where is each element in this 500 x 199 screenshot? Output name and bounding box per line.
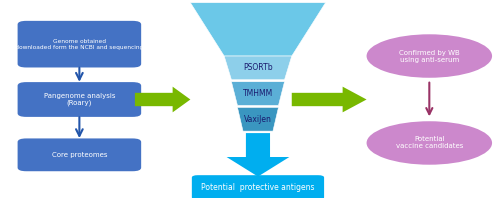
Polygon shape	[226, 133, 290, 177]
Polygon shape	[224, 56, 292, 80]
FancyBboxPatch shape	[18, 21, 141, 67]
Text: Potential
vaccine candidates: Potential vaccine candidates	[396, 137, 463, 149]
Polygon shape	[135, 87, 190, 112]
FancyBboxPatch shape	[18, 139, 141, 171]
Ellipse shape	[366, 34, 492, 78]
Ellipse shape	[366, 121, 492, 165]
FancyBboxPatch shape	[192, 175, 324, 199]
Text: PSORTb: PSORTb	[243, 63, 273, 72]
Text: TMHMM: TMHMM	[243, 89, 273, 98]
FancyBboxPatch shape	[18, 82, 141, 117]
Polygon shape	[292, 87, 366, 112]
Polygon shape	[190, 3, 326, 56]
Polygon shape	[238, 107, 279, 131]
Text: Genome obtained
(downloaded form the NCBI and sequencing): Genome obtained (downloaded form the NCB…	[13, 39, 145, 50]
Polygon shape	[232, 82, 284, 105]
Text: VaxiJen: VaxiJen	[244, 115, 272, 124]
Text: Confirmed by WB
using anti-serum: Confirmed by WB using anti-serum	[399, 50, 460, 62]
Text: Potential  protective antigens: Potential protective antigens	[201, 183, 314, 192]
Text: Pangenome analysis
(Roary): Pangenome analysis (Roary)	[44, 93, 115, 106]
Text: Core proteomes: Core proteomes	[52, 152, 107, 158]
